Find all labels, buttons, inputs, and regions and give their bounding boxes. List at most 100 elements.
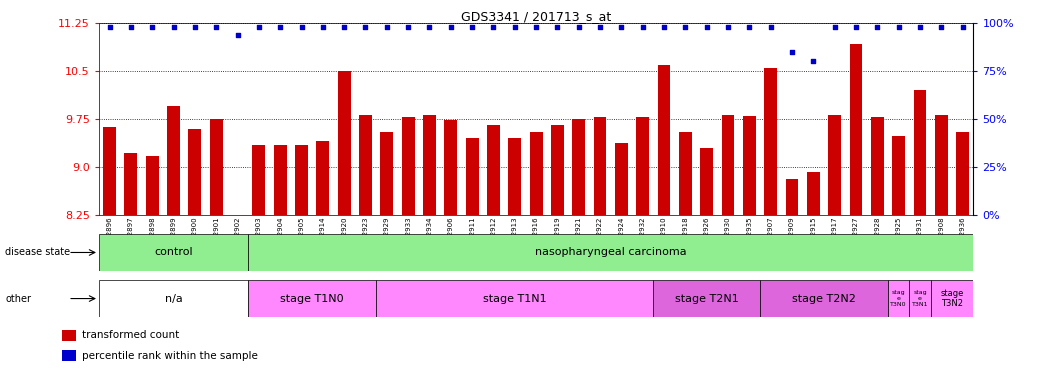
Text: stage T2N1: stage T2N1 (675, 293, 739, 304)
Point (294, 24, 310, 30)
Bar (530, 132, 542, 215)
Text: stag
e
T3N1: stag e T3N1 (912, 290, 929, 307)
Point (251, 24, 268, 30)
Bar (914, 90, 926, 215)
Bar (615, 143, 628, 215)
Bar (125, 153, 137, 215)
Bar (487, 126, 500, 215)
Bar (888, 280, 910, 317)
Text: stage T1N1: stage T1N1 (483, 293, 547, 304)
Bar (573, 119, 585, 215)
Text: control: control (154, 247, 193, 258)
Bar (445, 120, 457, 215)
Bar (508, 138, 522, 215)
Bar (551, 126, 564, 215)
Bar (721, 114, 735, 215)
Bar (248, 234, 973, 271)
Point (634, 24, 651, 30)
Text: n/a: n/a (164, 293, 182, 304)
Point (379, 24, 396, 30)
Point (933, 24, 949, 30)
Point (208, 24, 225, 30)
Point (442, 24, 459, 30)
Bar (248, 280, 376, 317)
Point (805, 58, 821, 65)
Point (272, 24, 288, 30)
Bar (62, 350, 76, 361)
Point (570, 24, 587, 30)
Text: percentile rank within the sample: percentile rank within the sample (82, 351, 258, 361)
Bar (62, 330, 76, 341)
Bar (593, 117, 607, 215)
Text: other: other (5, 293, 31, 304)
Bar (679, 132, 692, 215)
Point (762, 24, 779, 30)
Point (464, 24, 481, 30)
Bar (760, 280, 888, 317)
Bar (654, 280, 760, 317)
Text: stage T2N2: stage T2N2 (792, 293, 856, 304)
Point (890, 24, 907, 30)
Point (955, 24, 971, 30)
Bar (380, 132, 393, 215)
Point (400, 24, 416, 30)
Bar (188, 129, 201, 215)
Bar (274, 145, 286, 215)
Point (357, 24, 374, 30)
Bar (103, 127, 116, 215)
Bar (465, 138, 479, 215)
Bar (168, 106, 180, 215)
Bar (764, 68, 778, 215)
Bar (829, 114, 841, 215)
Text: nasopharyngeal carcinoma: nasopharyngeal carcinoma (535, 247, 687, 258)
Point (186, 24, 203, 30)
Bar (210, 119, 223, 215)
Bar (376, 280, 654, 317)
Point (591, 24, 608, 30)
Bar (957, 132, 969, 215)
Title: GDS3341 / 201713_s_at: GDS3341 / 201713_s_at (461, 10, 611, 23)
Bar (316, 141, 329, 215)
Bar (99, 280, 248, 317)
Point (869, 24, 886, 30)
Point (827, 24, 843, 30)
Text: stage T1N0: stage T1N0 (280, 293, 344, 304)
Bar (931, 280, 973, 317)
Point (422, 24, 438, 30)
Text: stag
e
T3N0: stag e T3N0 (890, 290, 907, 307)
Point (314, 24, 331, 30)
Bar (359, 114, 372, 215)
Point (656, 24, 672, 30)
Point (229, 31, 246, 38)
Point (549, 24, 565, 30)
Point (784, 49, 801, 55)
Bar (295, 145, 308, 215)
Bar (786, 179, 798, 215)
Bar (743, 116, 756, 215)
Bar (892, 136, 905, 215)
Point (507, 24, 524, 30)
Point (485, 24, 502, 30)
Bar (701, 148, 713, 215)
Bar (849, 44, 862, 215)
Point (613, 24, 630, 30)
Point (336, 24, 353, 30)
Point (528, 24, 544, 30)
Bar (807, 172, 819, 215)
Bar (99, 234, 248, 271)
Bar (253, 145, 265, 215)
Bar (636, 117, 650, 215)
Point (719, 24, 736, 30)
Point (677, 24, 693, 30)
Bar (402, 117, 414, 215)
Bar (935, 114, 947, 215)
Bar (871, 117, 884, 215)
Text: transformed count: transformed count (82, 331, 180, 341)
Point (123, 24, 139, 30)
Text: stage
T3N2: stage T3N2 (940, 289, 964, 308)
Text: disease state: disease state (5, 247, 71, 258)
Point (912, 24, 929, 30)
Point (699, 24, 715, 30)
Bar (423, 114, 436, 215)
Bar (658, 65, 670, 215)
